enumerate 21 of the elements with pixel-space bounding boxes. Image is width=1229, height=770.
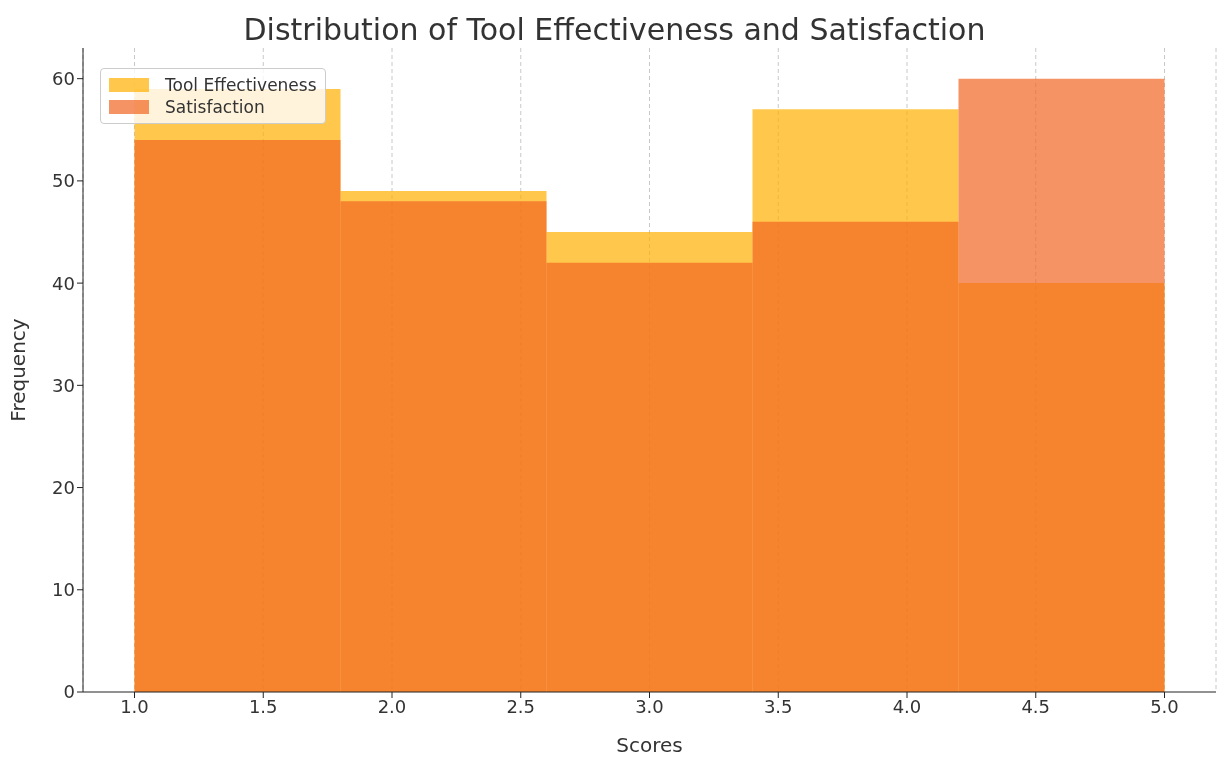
y-tick-label: 0: [63, 681, 75, 703]
y-axis-title: Frequency: [6, 318, 31, 422]
x-tick-label: 1.5: [248, 695, 278, 717]
y-tick-label: 50: [52, 170, 75, 192]
y-tick-label: 40: [52, 272, 75, 294]
y-tick-label: 60: [52, 68, 75, 90]
y-tick-label: 30: [52, 374, 75, 396]
x-tick-label: 5.0: [1150, 695, 1179, 717]
y-tick-label: 10: [52, 579, 75, 601]
x-tick-label: 2.0: [377, 695, 407, 717]
x-tick-label: 4.0: [892, 695, 922, 717]
legend-label: Tool Effectiveness: [165, 75, 317, 95]
x-tick-label: 1.0: [120, 695, 149, 717]
x-tick-label: 2.5: [506, 695, 536, 717]
y-tick-label: 20: [52, 476, 75, 498]
legend-label: Satisfaction: [165, 97, 265, 117]
x-tick-label: 4.5: [1021, 695, 1051, 717]
x-axis-title: Scores: [616, 733, 683, 757]
x-tick-label: 3.0: [635, 695, 664, 717]
chart-title: Distribution of Tool Effectiveness and Satisfaction: [242, 12, 987, 47]
x-tick-label: 3.5: [763, 695, 793, 717]
